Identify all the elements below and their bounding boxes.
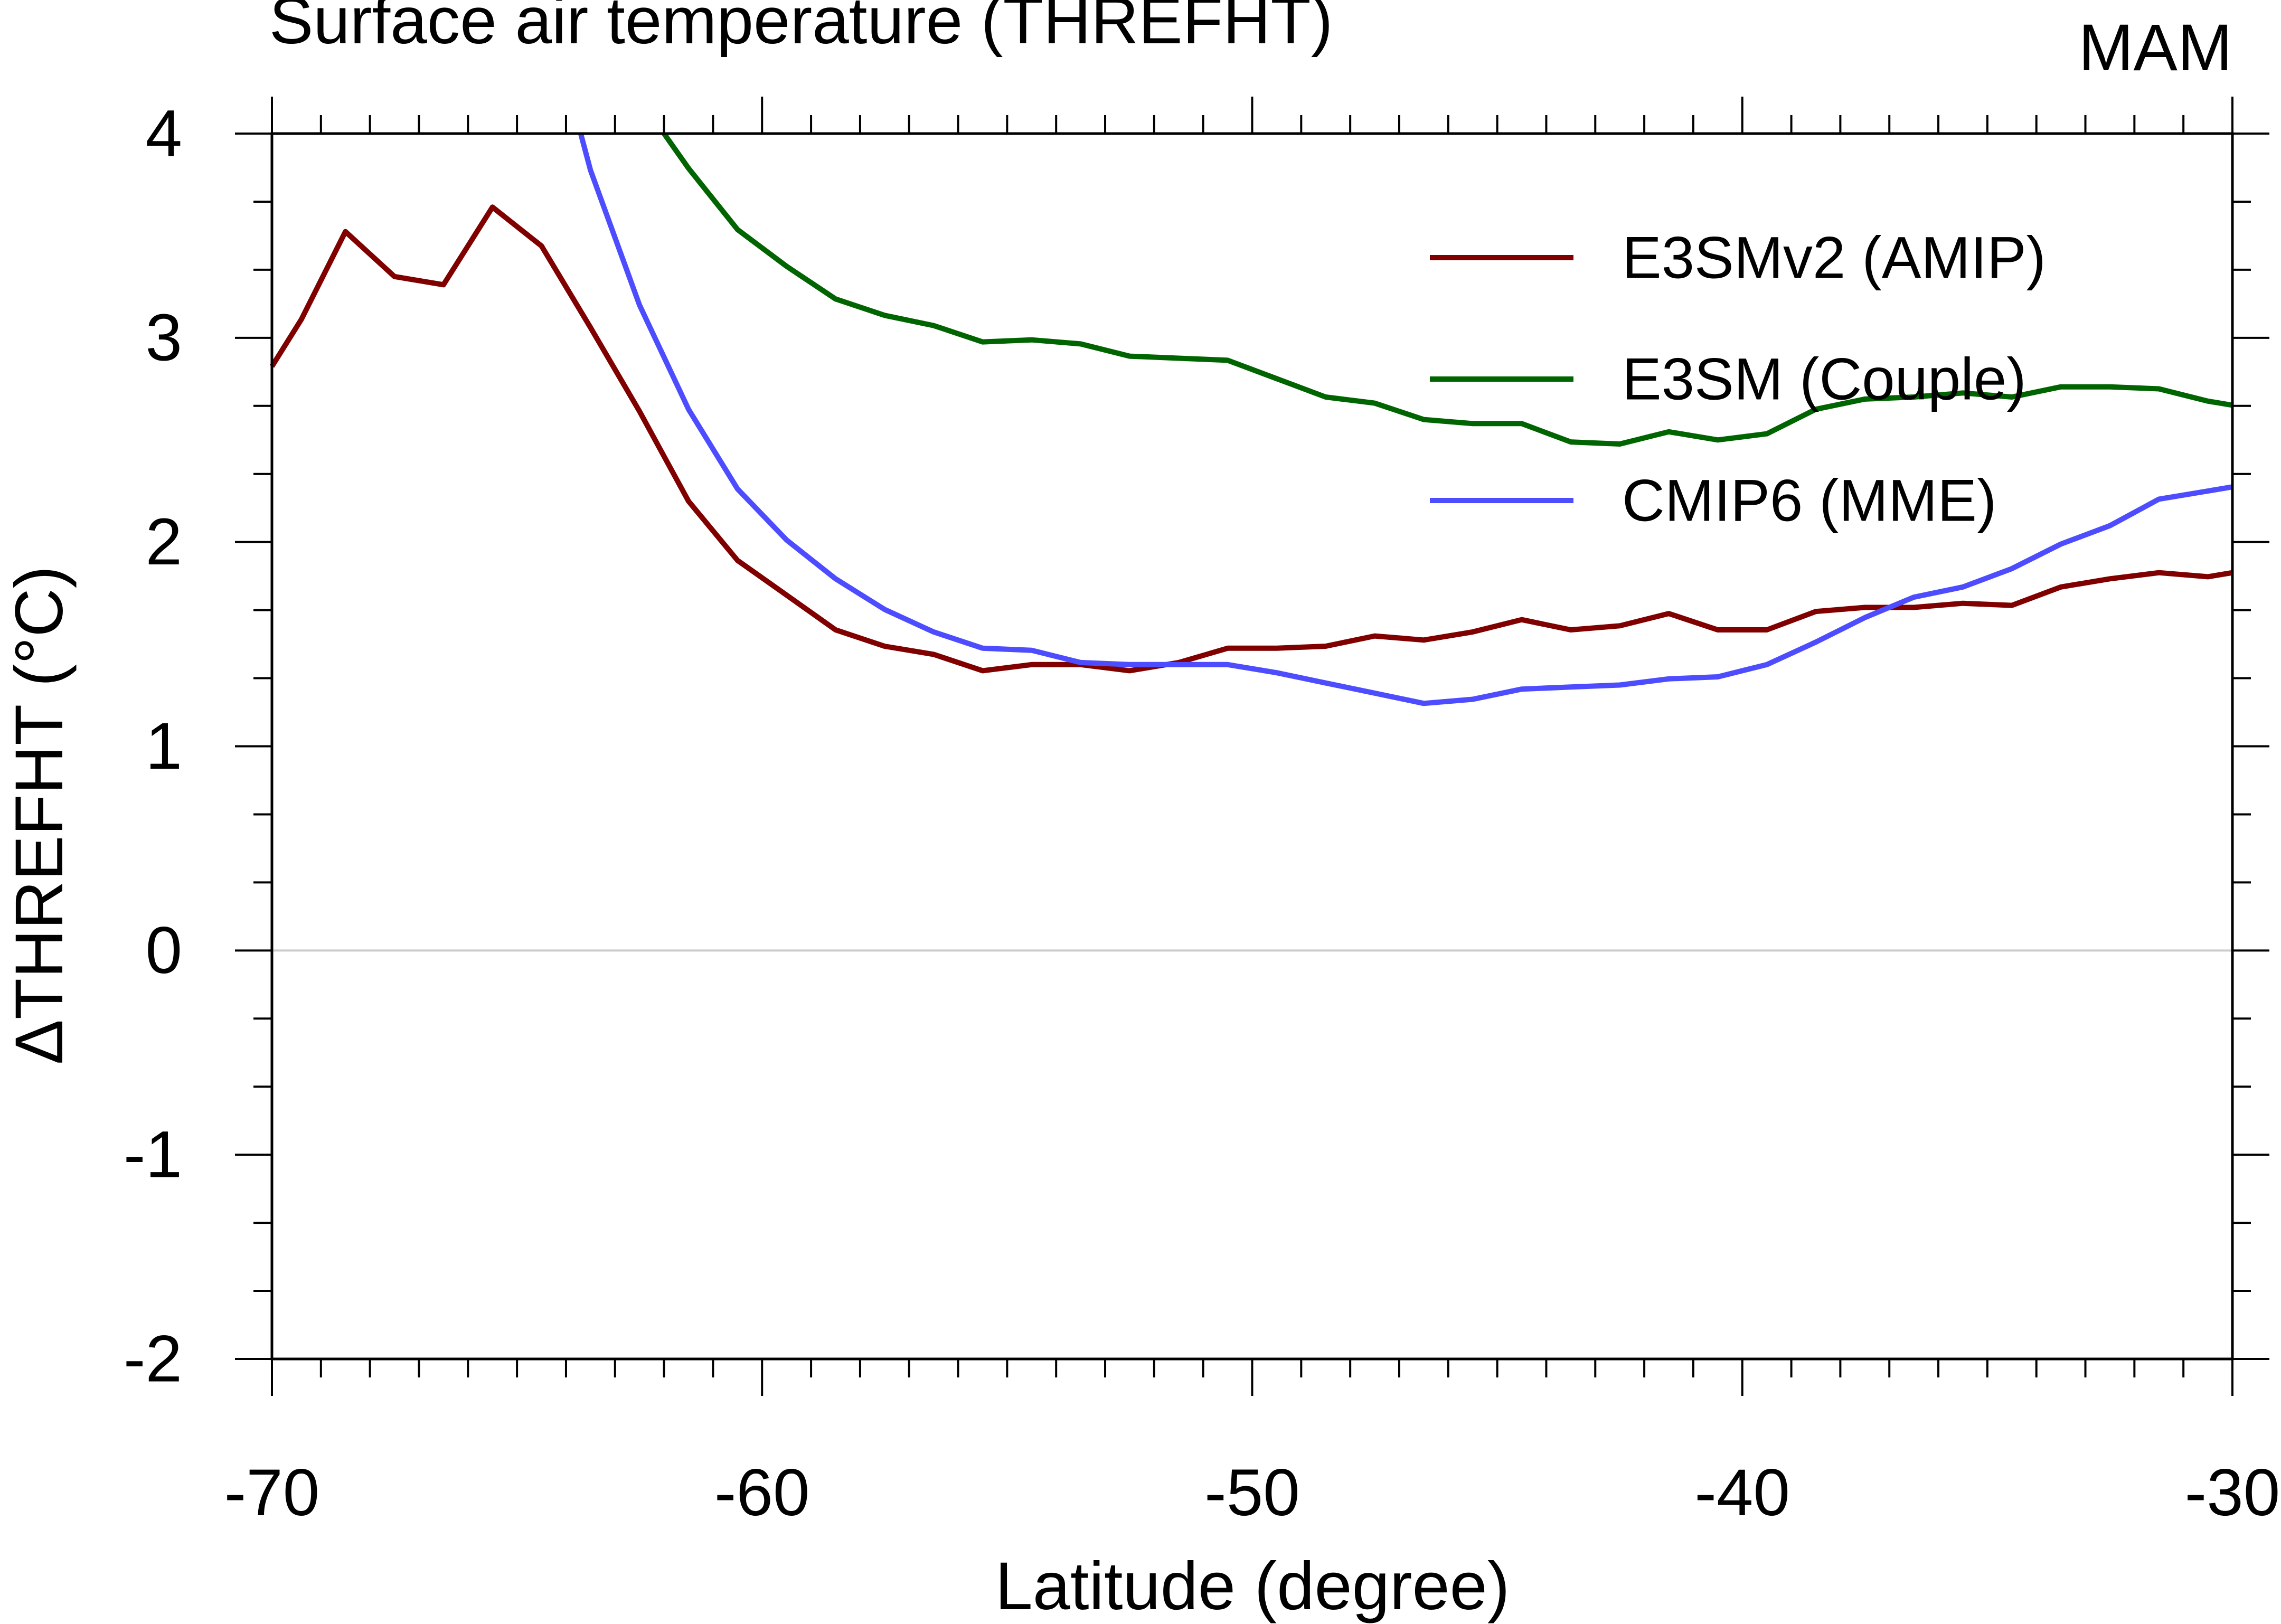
legend-label-3: CMIP6 (MME)	[1622, 468, 1996, 534]
x-tick-label: -70	[224, 1456, 320, 1529]
y-tick-label: 2	[145, 505, 182, 579]
series-line-2	[662, 132, 2233, 447]
x-tick-label: -50	[1204, 1456, 1300, 1529]
y-tick-label: -2	[124, 1323, 182, 1396]
series-line-3	[578, 133, 2233, 706]
season-label: MAM	[2078, 11, 2232, 84]
x-tick-label: -40	[1694, 1456, 1790, 1529]
plot-frame	[270, 132, 2234, 1361]
y-tick-label: 4	[145, 97, 182, 171]
legend: E3SMv2 (AMIP) E3SM (Couple) CMIP6 (MME)	[1430, 225, 2046, 534]
series-line-1	[269, 204, 2233, 674]
chart-title: Surface air temperature (THREFHT)	[269, 0, 1333, 58]
x-tick-label: -30	[2185, 1456, 2280, 1529]
y-tick-label: 0	[145, 914, 182, 987]
x-tick-label: -60	[714, 1456, 810, 1529]
y-tick-label: 1	[145, 710, 182, 783]
y-tick-label: 3	[145, 301, 182, 374]
legend-label-2: E3SM (Couple)	[1622, 346, 2026, 412]
y-axis-label: ΔTHREFHT (°C)	[2, 566, 77, 1065]
y-tick-label: -1	[124, 1118, 182, 1192]
legend-label-1: E3SMv2 (AMIP)	[1622, 225, 2046, 291]
x-axis-label: Latitude (degree)	[995, 1549, 1510, 1624]
